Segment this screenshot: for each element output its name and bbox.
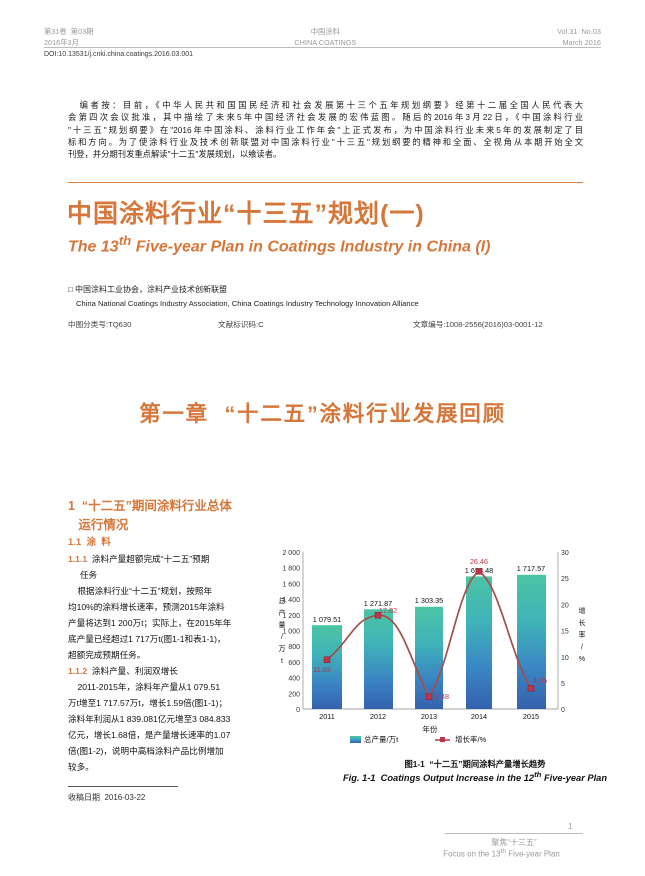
svg-text:/: / — [281, 634, 283, 641]
svg-text:总: 总 — [279, 596, 286, 605]
svg-text:2011: 2011 — [319, 712, 335, 721]
svg-text:t: t — [281, 658, 283, 665]
svg-text:2015: 2015 — [523, 712, 539, 721]
svg-text:1 079.51: 1 079.51 — [313, 615, 341, 624]
svg-text:11.63: 11.63 — [313, 665, 331, 674]
svg-text:200: 200 — [288, 691, 300, 698]
svg-text:4.05: 4.05 — [533, 676, 547, 685]
svg-text:2 000: 2 000 — [282, 550, 300, 557]
svg-text:2012: 2012 — [370, 712, 386, 721]
svg-text:0: 0 — [296, 707, 300, 714]
svg-text:30: 30 — [561, 550, 569, 557]
svg-text:增: 增 — [579, 606, 586, 615]
svg-text:总产量/万t: 总产量/万t — [364, 734, 399, 744]
svg-text:2013: 2013 — [421, 712, 437, 721]
svg-text:2.48: 2.48 — [435, 692, 449, 701]
svg-text:增长率/%: 增长率/% — [455, 734, 487, 744]
svg-text:10: 10 — [561, 655, 569, 662]
svg-text:长: 长 — [579, 618, 586, 627]
svg-text:17.82: 17.82 — [379, 606, 397, 615]
svg-text:1 717.57: 1 717.57 — [517, 564, 545, 573]
svg-text:25: 25 — [561, 576, 569, 583]
svg-text:600: 600 — [288, 660, 300, 667]
svg-text:0: 0 — [561, 707, 565, 714]
svg-text:800: 800 — [288, 644, 300, 651]
svg-text:2014: 2014 — [471, 712, 487, 721]
svg-text:20: 20 — [561, 602, 569, 609]
svg-text:率: 率 — [579, 630, 586, 639]
svg-text:1 600: 1 600 — [282, 581, 300, 588]
svg-text:1 303.35: 1 303.35 — [415, 596, 443, 605]
svg-text:1 000: 1 000 — [282, 629, 300, 636]
svg-text:/: / — [581, 644, 583, 651]
svg-text:26.46: 26.46 — [470, 557, 488, 566]
svg-text:产: 产 — [279, 608, 286, 617]
svg-text:5: 5 — [561, 681, 565, 688]
svg-text:量: 量 — [279, 621, 286, 629]
svg-text:15: 15 — [561, 629, 569, 636]
svg-text:1 800: 1 800 — [282, 566, 300, 573]
svg-text:%: % — [579, 656, 585, 663]
svg-text:400: 400 — [288, 676, 300, 683]
svg-text:万: 万 — [279, 645, 286, 653]
svg-text:年份: 年份 — [422, 724, 438, 734]
